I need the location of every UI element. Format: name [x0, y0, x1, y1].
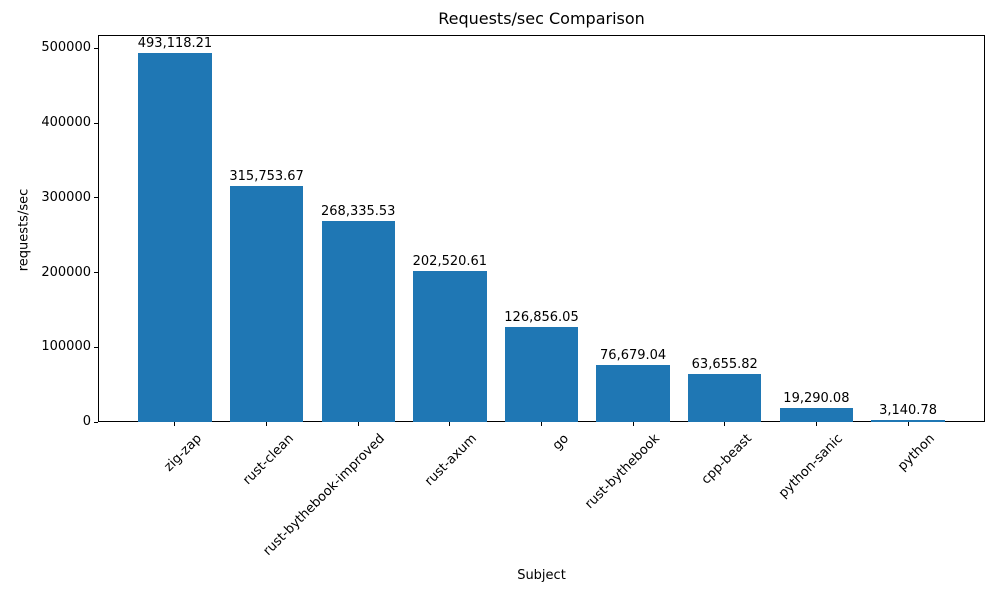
x-tick-mark — [907, 422, 909, 426]
x-tick-label: python-sanic — [776, 431, 847, 502]
y-axis-title: requests/sec — [16, 188, 32, 272]
bar — [779, 407, 854, 422]
x-tick-label: rust-bythebook — [582, 431, 664, 512]
x-tick-label: zig-zap — [161, 431, 205, 475]
y-tick-label: 300000 — [41, 189, 91, 205]
x-tick-mark — [174, 422, 176, 426]
bar — [688, 374, 762, 422]
x-tick-mark — [632, 422, 634, 426]
y-tick-label: 0 — [82, 414, 91, 429]
x-tick-mark — [724, 422, 726, 426]
bar-value-label: 63,655.82 — [691, 357, 758, 373]
x-tick-label: rust-clean — [239, 431, 297, 488]
bar-value-label: 315,753.67 — [229, 169, 304, 184]
bar — [321, 221, 395, 422]
x-tick-mark — [815, 422, 817, 426]
bar-value-label: 19,290.08 — [783, 390, 850, 406]
y-tick-label: 100000 — [41, 339, 91, 355]
bar-value-label: 3,140.78 — [879, 402, 937, 418]
bar — [229, 186, 304, 422]
chart-title: Requests/sec Comparison — [438, 9, 645, 28]
bar — [138, 53, 212, 422]
y-tick-mark — [94, 122, 98, 124]
y-tick-label: 500000 — [41, 40, 91, 56]
x-tick-label: go — [549, 431, 572, 454]
bar-value-label: 202,520.61 — [412, 253, 488, 269]
x-tick-mark — [449, 422, 451, 426]
bars-layer: 493,118.21 315,753.67 268,335.53 202,520.61… — [98, 35, 985, 422]
y-tick-mark — [94, 47, 98, 49]
bar-value-label: 126,856.05 — [504, 310, 579, 326]
bar-value-label: 493,118.21 — [137, 36, 213, 52]
y-tick-mark — [94, 197, 98, 199]
y-tick-label: 200000 — [41, 264, 91, 280]
x-axis-title: Subject — [517, 568, 566, 583]
y-tick-mark — [94, 346, 98, 348]
bar — [504, 327, 579, 422]
bar-value-label: 76,679.04 — [600, 347, 667, 363]
x-tick-mark — [541, 422, 542, 426]
x-tick-mark — [357, 422, 359, 426]
bar — [413, 270, 487, 422]
y-tick-mark — [94, 272, 98, 273]
x-tick-label: python — [895, 431, 938, 475]
bar-value-label: 268,335.53 — [321, 204, 396, 220]
y-tick-label: 400000 — [41, 115, 91, 131]
x-tick-label: rust-axum — [421, 431, 480, 490]
bar — [871, 419, 945, 422]
bar — [596, 364, 670, 422]
x-tick-mark — [266, 422, 268, 426]
y-tick-mark — [94, 421, 98, 423]
x-tick-label: cpp-beast — [698, 431, 755, 488]
